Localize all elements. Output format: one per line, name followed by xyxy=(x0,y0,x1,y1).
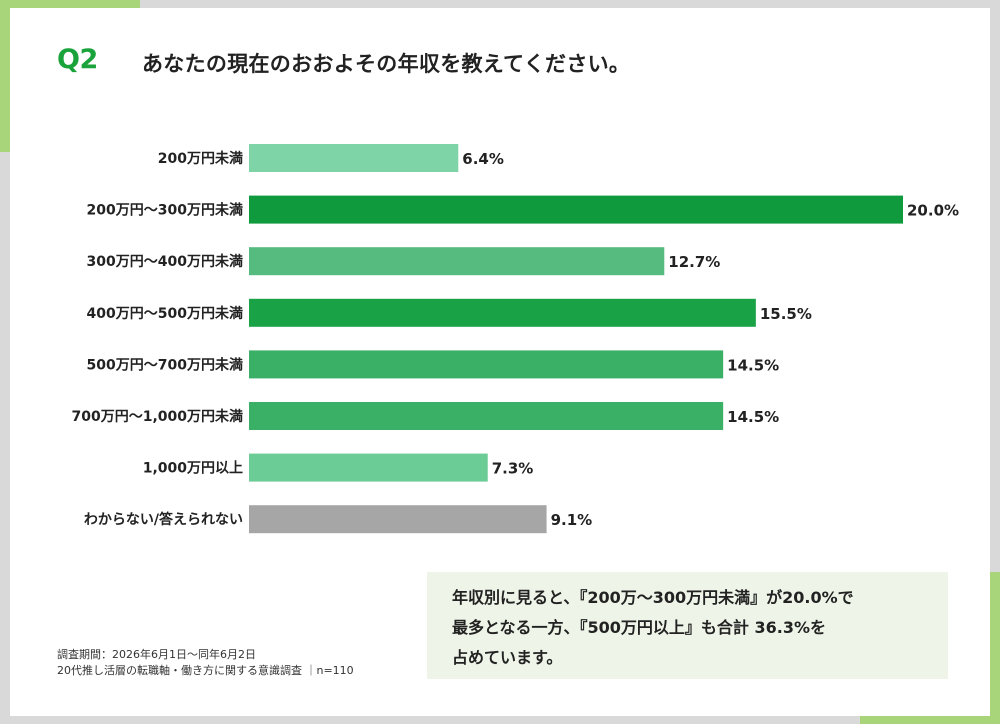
question-title: あなたの現在のおおよその年収を教えてください。 xyxy=(142,52,631,76)
category-label: わからない/答えられない xyxy=(84,511,243,528)
value-label: 14.5% xyxy=(727,356,779,374)
value-label: 9.1% xyxy=(551,511,593,529)
category-label: 300万円〜400万円未満 xyxy=(87,253,243,270)
category-label: 200万円〜300万円未満 xyxy=(87,202,243,219)
category-label: 700万円〜1,000万円未満 xyxy=(71,408,243,425)
category-label: 1,000万円以上 xyxy=(143,461,243,477)
survey-name: 20代推し活層の転職軸・働き方に関する意識調査 ｜n=110 xyxy=(57,664,354,677)
summary-box: 年収別に見ると、『200万〜300万円未満』が20.0%で 最多となる一方、『5… xyxy=(427,572,948,679)
value-label: 20.0% xyxy=(907,202,959,220)
corner-accent-top-left-horizontal xyxy=(0,0,140,8)
summary-line-1: 年収別に見ると、『200万〜300万円未満』が20.0%で xyxy=(452,588,854,607)
bar xyxy=(249,298,756,327)
summary-line-3: 占めています。 xyxy=(452,648,563,667)
bar xyxy=(249,350,724,379)
summary-line-2: 最多となる一方、『500万円以上』も合計 36.3%を xyxy=(452,618,826,637)
value-label: 6.4% xyxy=(462,150,504,168)
corner-accent-top-left-vertical xyxy=(0,0,10,152)
category-label: 400万円〜500万円未満 xyxy=(87,305,243,322)
bar xyxy=(249,247,665,276)
bar xyxy=(249,453,488,482)
category-label: 200万円未満 xyxy=(158,150,243,167)
bar xyxy=(249,505,547,534)
value-label: 14.5% xyxy=(727,408,779,426)
value-label: 12.7% xyxy=(668,253,720,271)
survey-period: 調査期間：2026年6月1日〜同年6月2日 xyxy=(57,648,256,661)
category-label: 500万円〜700万円未満 xyxy=(87,356,243,373)
corner-accent-bottom-right-vertical xyxy=(990,572,1000,724)
bar xyxy=(249,402,724,430)
corner-accent-bottom-right-horizontal xyxy=(860,716,1000,724)
bar xyxy=(249,144,459,172)
bar xyxy=(249,195,903,224)
question-number: Q2 xyxy=(57,44,98,75)
value-label: 15.5% xyxy=(760,305,812,323)
value-label: 7.3% xyxy=(492,460,534,478)
